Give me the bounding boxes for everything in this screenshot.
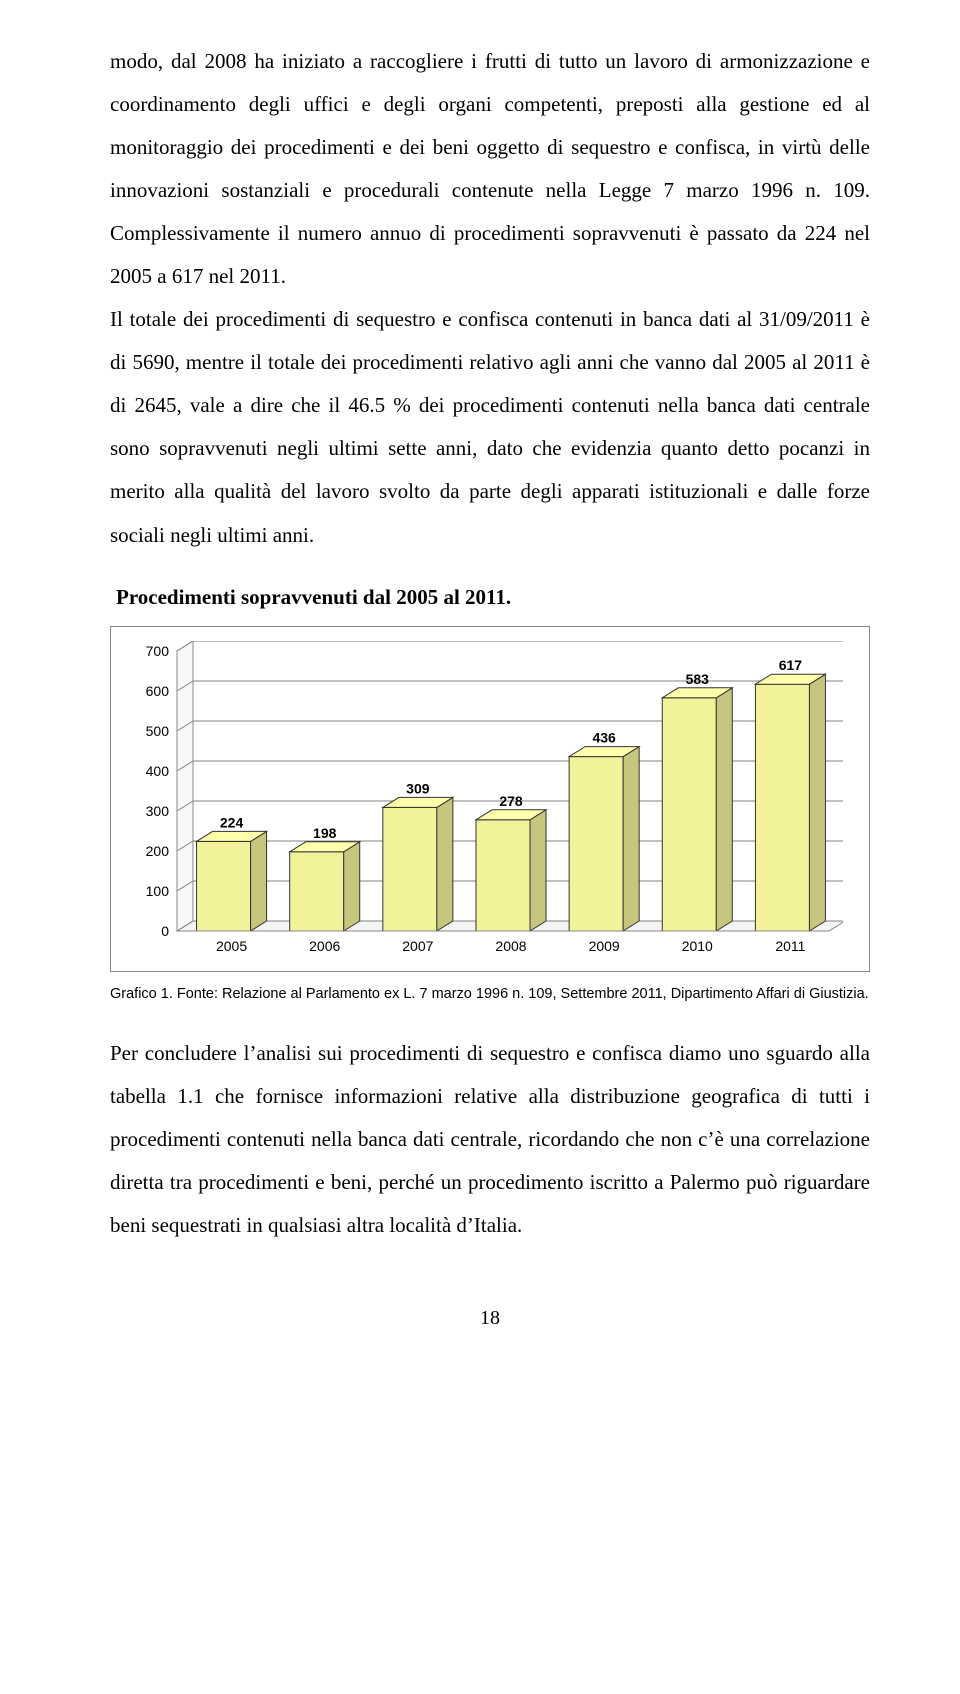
svg-text:700: 700 (146, 643, 170, 659)
svg-text:309: 309 (406, 780, 430, 796)
svg-text:198: 198 (313, 824, 337, 840)
chart-caption: Grafico 1. Fonte: Relazione al Parlament… (110, 986, 870, 1002)
paragraph-1: modo, dal 2008 ha iniziato a raccogliere… (110, 40, 870, 298)
paragraph-2: Il totale dei procedimenti di sequestro … (110, 298, 870, 556)
svg-text:2007: 2007 (402, 938, 433, 954)
page-number: 18 (110, 1307, 870, 1330)
svg-text:0: 0 (161, 923, 169, 939)
svg-text:2005: 2005 (216, 938, 247, 954)
svg-text:583: 583 (686, 670, 710, 686)
svg-text:224: 224 (220, 814, 244, 830)
chart-container: 0 100 200 300 400 500 600 700 224 2005 198 2006 309 2… (110, 626, 870, 972)
svg-text:400: 400 (146, 763, 170, 779)
svg-text:600: 600 (146, 683, 170, 699)
svg-text:2011: 2011 (775, 938, 805, 954)
chart-title: Procedimenti sopravvenuti dal 2005 al 20… (116, 585, 870, 610)
paragraph-3: Per concludere l’analisi sui procediment… (110, 1032, 870, 1247)
svg-text:2009: 2009 (589, 938, 620, 954)
svg-text:2010: 2010 (682, 938, 713, 954)
bar-chart: 0 100 200 300 400 500 600 700 224 2005 198 2006 309 2… (123, 641, 843, 961)
svg-text:436: 436 (592, 729, 616, 745)
svg-text:100: 100 (146, 883, 170, 899)
svg-text:200: 200 (146, 843, 170, 859)
svg-text:500: 500 (146, 723, 170, 739)
svg-text:2008: 2008 (495, 938, 526, 954)
svg-text:617: 617 (779, 657, 803, 673)
svg-text:2006: 2006 (309, 938, 340, 954)
svg-text:300: 300 (146, 803, 170, 819)
svg-text:278: 278 (499, 792, 523, 808)
